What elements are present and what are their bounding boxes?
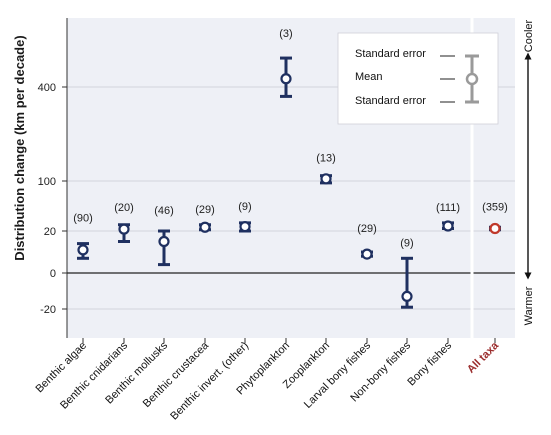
- sample-count-label: (9): [238, 201, 251, 213]
- mean-marker: [320, 173, 332, 185]
- sample-count-label: (359): [482, 201, 508, 213]
- sample-count-label: (9): [400, 237, 413, 249]
- mean-marker: [239, 221, 251, 233]
- y-tick-label: 0: [50, 268, 56, 280]
- y-tick-label: 100: [38, 176, 56, 188]
- mean-marker: [77, 244, 89, 256]
- sample-count-label: (20): [114, 202, 134, 214]
- sample-count-label: (46): [154, 205, 174, 217]
- data-point: (13): [316, 153, 336, 185]
- right-label-cooler: Cooler: [523, 19, 535, 52]
- right-label-warmer: Warmer: [523, 286, 535, 325]
- y-tick-label: -20: [40, 304, 56, 316]
- sample-count-label: (111): [436, 202, 460, 214]
- mean-marker: [361, 248, 373, 260]
- sample-count-label: (29): [195, 204, 215, 216]
- data-point: (20): [114, 202, 134, 243]
- y-tick-label: 20: [44, 226, 56, 238]
- sample-count-label: (90): [73, 213, 93, 225]
- y-axis-label: Distribution change (km per decade): [12, 35, 27, 260]
- x-tick-label: Benthic invert. (other): [168, 340, 251, 423]
- data-point: (46): [154, 205, 174, 267]
- mean-marker: [118, 223, 130, 235]
- data-point: (3): [279, 28, 293, 98]
- legend: Standard error Mean Standard error: [337, 32, 499, 125]
- legend-mean: Mean: [355, 71, 383, 83]
- legend-mean-marker: [465, 72, 479, 86]
- mean-marker: [280, 73, 292, 85]
- grid-lines: [67, 86, 515, 310]
- legend-se-top: Standard error: [355, 48, 426, 60]
- mean-marker: [199, 221, 211, 233]
- y-tick-label: 400: [38, 82, 56, 94]
- data-point: (90): [73, 213, 93, 260]
- data-point: (9): [238, 201, 252, 233]
- x-tick-label: Bony fishes: [405, 339, 454, 388]
- y-axis-ticks: -20 0 20 100 400: [38, 82, 67, 316]
- sample-count-label: (3): [279, 28, 292, 40]
- mean-marker: [401, 290, 413, 302]
- sample-count-label: (13): [316, 153, 336, 165]
- data-point: (111): [436, 202, 460, 232]
- mean-marker: [442, 220, 454, 232]
- data-point: (359): [482, 201, 508, 235]
- x-tick-label: All taxa: [465, 339, 502, 376]
- mean-marker: [489, 222, 501, 235]
- data-point: (29): [357, 223, 377, 260]
- data-point: (29): [195, 204, 215, 233]
- data-point: (9): [400, 237, 414, 309]
- data-points: (90) (20) (46) (29) (9) (3) (13) (29) (9) (111) (3…: [73, 28, 508, 309]
- legend-se-bottom: Standard error: [355, 95, 426, 107]
- mean-marker: [158, 235, 170, 248]
- sample-count-label: (29): [357, 223, 377, 235]
- right-axis-indicator: Cooler Warmer: [523, 19, 535, 325]
